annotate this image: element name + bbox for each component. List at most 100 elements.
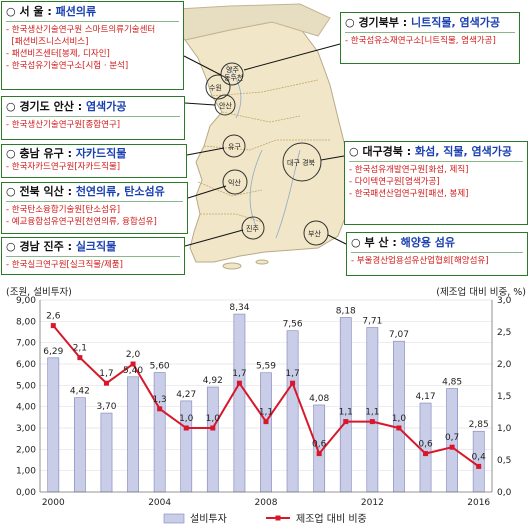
share-value-label: 0,6 xyxy=(418,440,433,450)
bar-2003 xyxy=(127,376,139,493)
province-borders xyxy=(197,79,330,223)
left-tick-label: 9,00 xyxy=(16,296,36,306)
right-tick-label: 1,0 xyxy=(497,424,512,434)
share-point-2011 xyxy=(343,419,349,425)
right-tick-label: 0,5 xyxy=(497,456,511,466)
bar-value-label: 8,18 xyxy=(336,306,356,316)
share-value-label: 1,3 xyxy=(152,395,166,405)
daegu-marker xyxy=(282,142,322,182)
share-value-label: 1,1 xyxy=(259,408,273,418)
institute-item: - 예교융합섬유연구원[천연의류, 융합섬유] xyxy=(6,217,157,227)
share-value-label: 1,0 xyxy=(179,414,194,424)
bar-2008 xyxy=(260,372,272,493)
share-point-2007 xyxy=(236,380,242,386)
x-tick-label: 2012 xyxy=(361,498,384,508)
left-tick-label: 3,00 xyxy=(16,424,36,434)
bar-2006 xyxy=(206,386,219,493)
bar-value-label: 4,08 xyxy=(309,394,329,404)
right-tick-label: 1,5 xyxy=(497,392,511,402)
bar-2004 xyxy=(153,372,166,493)
map-label: 수원 xyxy=(209,83,222,92)
share-point-2014 xyxy=(423,451,429,457)
right-tick-label: 0,0 xyxy=(497,488,512,498)
share-point-2006 xyxy=(210,425,216,431)
city-markers xyxy=(205,62,329,246)
map-label: 유구 xyxy=(228,143,241,151)
share-value-label: 0,4 xyxy=(472,452,487,462)
busan-marker xyxy=(303,220,329,246)
left-tick-label: 2,00 xyxy=(16,445,36,455)
institute-item: - 한국탄소융합기술원[탄소섬유] xyxy=(6,205,121,215)
region-box-seoul: ○ 서 울 : 패션의류 - 한국생산기술연구원 스마트의류기술센터 [패션비즈… xyxy=(1,1,184,90)
share-value-label: 1,1 xyxy=(339,408,353,418)
chart-axes: 0,00 1,00 2,00 3,00 4,00 5,00 6,00 7,00 8,00 9,00… xyxy=(16,296,512,508)
region-specialty: 패션의류 xyxy=(55,5,97,18)
map-label: 동두천 xyxy=(224,73,243,82)
share-value-label: 0,6 xyxy=(312,440,327,450)
institute-item: - 한국자카드연구원[자카드직물] xyxy=(6,162,121,172)
institute-item: [패션비즈니스서비스] xyxy=(11,37,89,47)
legend-bar-label: 설비투자 xyxy=(190,513,227,525)
bar-2000 xyxy=(47,357,60,493)
island-2 xyxy=(255,259,269,265)
bar-series xyxy=(47,313,485,493)
region-title: ○ 경기도 안산 : 염색가공 xyxy=(6,100,127,113)
left-tick-label: 0,00 xyxy=(16,488,36,498)
share-point-2015 xyxy=(449,444,455,450)
investment-chart: (조원, 설비투자) (제조업 대비 비중, %) 6,29 4,42 3,70 5,… xyxy=(6,286,526,525)
rivers xyxy=(225,63,301,239)
region-title: ○ 부 산 : 해양용 섬유 xyxy=(351,236,456,249)
map-label: 안산 xyxy=(219,101,232,110)
share-point-2000 xyxy=(50,323,56,329)
region-title: ○ 경기북부 : 니트직물, 염색가공 xyxy=(345,16,500,29)
bar-2011 xyxy=(339,317,352,493)
yangju-marker xyxy=(220,62,244,86)
investment-chart-panel: (조원, 설비투자) (제조업 대비 비중, %) 6,29 4,42 3,70 5,… xyxy=(0,282,532,531)
share-point-2013 xyxy=(396,425,402,431)
region-title: ○ 충남 유구 : 자카드직물 xyxy=(6,147,127,160)
x-tick-label: 2016 xyxy=(467,498,490,508)
institute-item: - 한국섬유개발연구원[화섬, 제직] xyxy=(349,165,469,175)
map-label: 진주 xyxy=(246,224,259,233)
bar-value-label: 4,92 xyxy=(203,376,223,386)
share-point-2016 xyxy=(476,463,482,469)
share-value-label: 2,6 xyxy=(46,312,61,322)
share-point-2004 xyxy=(157,406,163,412)
jinju-marker xyxy=(241,216,265,240)
connector-lines xyxy=(183,43,347,247)
institute-item: - 다이텍연구원[염색가공] xyxy=(349,177,440,187)
right-tick-label: 3,0 xyxy=(497,296,512,306)
share-point-2012 xyxy=(369,419,375,425)
share-point-2009 xyxy=(290,380,296,386)
share-point-2008 xyxy=(263,419,269,425)
region-box-iksan: ○ 전북 익산 : 천연의류, 탄소섬유 - 한국탄소융합기술원[탄소섬유] -… xyxy=(1,182,188,234)
share-value-label: 0,7 xyxy=(445,433,459,443)
region-box-busan: ○ 부 산 : 해양용 섬유 - 부울경산업용섬유산업협회[해양섬유] xyxy=(346,232,528,276)
share-point-2010 xyxy=(316,451,322,457)
bar-value-label: 4,85 xyxy=(442,378,462,388)
bar-value-label: 5,40 xyxy=(123,366,143,376)
bar-2009 xyxy=(286,330,299,493)
share-point-2001 xyxy=(77,355,83,361)
region-name: 서 울 xyxy=(19,5,44,18)
bar-value-label: 4,27 xyxy=(176,390,196,400)
x-tick-label: 2000 xyxy=(42,498,65,508)
right-tick-label: 2,5 xyxy=(497,328,511,338)
share-value-label: 1,0 xyxy=(206,414,221,424)
right-axis-title: (제조업 대비 비중, %) xyxy=(436,286,526,298)
left-axis-title: (조원, 설비투자) xyxy=(6,287,72,298)
region-box-ansan: ○ 경기도 안산 : 염색가공 - 한국생산기술연구원[종합연구] xyxy=(1,96,185,140)
chart-legend: 설비투자 제조업 대비 비중 xyxy=(163,512,367,525)
korea-textile-map-panel: 양주 동두천 수원 안산 유구 익산 대구 경북 진주 부산 ○ 서 울 : 패… xyxy=(1,1,528,276)
left-tick-label: 8,00 xyxy=(16,317,36,327)
institute-item: - 한국섬유기술연구소[시험 · 분석] xyxy=(6,61,129,71)
legend-line-label: 제조업 대비 비중 xyxy=(296,512,367,525)
left-tick-label: 5,00 xyxy=(16,381,36,391)
share-value-label: 1,0 xyxy=(392,414,407,424)
data-labels: 6,29 4,42 3,70 5,40 5,60 4,27 4,92 8,34 5,59 7,56… xyxy=(43,303,488,462)
right-tick-label: 2,0 xyxy=(497,360,512,370)
share-point-2002 xyxy=(103,380,109,386)
institute-item: - 부울경산업용섬유산업협회[해양섬유] xyxy=(351,256,489,266)
legend-bar-swatch xyxy=(163,513,185,524)
share-value-label: 1,7 xyxy=(99,369,113,379)
